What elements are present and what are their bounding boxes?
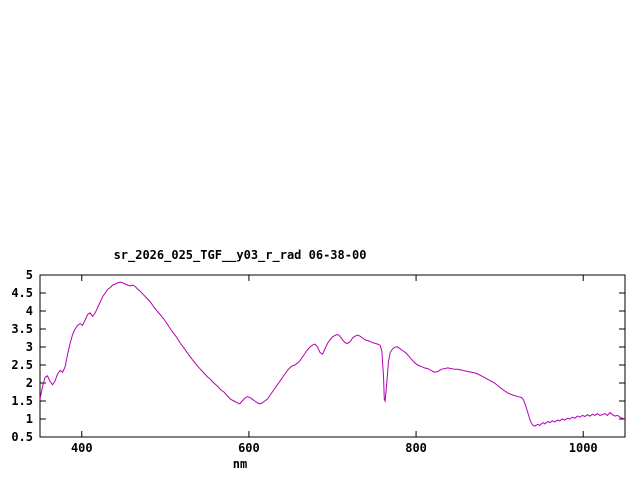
y-tick-label: 3	[26, 340, 33, 354]
y-tick-label: 4	[26, 304, 33, 318]
y-tick-label: 2.5	[11, 358, 33, 372]
y-tick-label: 1.5	[11, 394, 33, 408]
chart-title: sr_2026_025_TGF__y03_r_rad 06-38-00	[114, 248, 367, 263]
x-axis-label: nm	[233, 457, 247, 471]
y-tick-label: 1	[26, 412, 33, 426]
x-tick-label: 1000	[569, 441, 598, 455]
x-tick-label: 600	[238, 441, 260, 455]
y-tick-label: 5	[26, 268, 33, 282]
y-tick-label: 4.5	[11, 286, 33, 300]
y-tick-label: 2	[26, 376, 33, 390]
x-tick-label: 400	[71, 441, 93, 455]
plot-border	[39, 274, 626, 438]
x-tick-label: 800	[405, 441, 427, 455]
y-tick-label: 0.5	[11, 430, 33, 444]
spectrum-line	[39, 281, 626, 427]
y-tick-label: 3.5	[11, 322, 33, 336]
